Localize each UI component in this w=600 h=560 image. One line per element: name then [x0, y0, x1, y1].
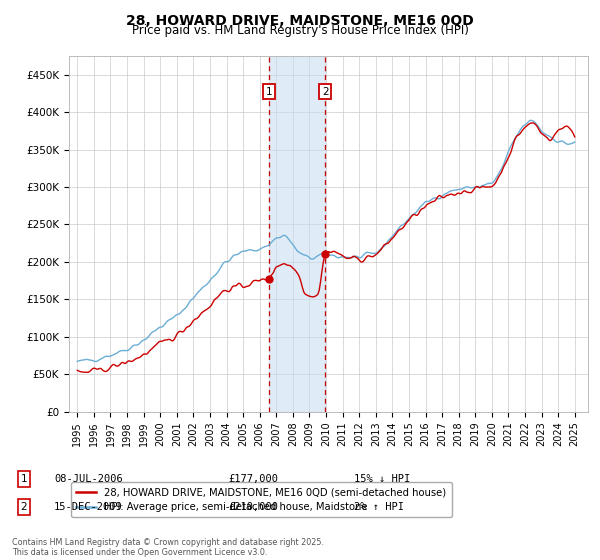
- Text: £177,000: £177,000: [228, 474, 278, 484]
- Text: 15-DEC-2009: 15-DEC-2009: [54, 502, 123, 512]
- Legend: 28, HOWARD DRIVE, MAIDSTONE, ME16 0QD (semi-detached house), HPI: Average price,: 28, HOWARD DRIVE, MAIDSTONE, ME16 0QD (s…: [71, 482, 452, 517]
- Text: 1: 1: [265, 87, 272, 96]
- Text: 2% ↑ HPI: 2% ↑ HPI: [354, 502, 404, 512]
- Text: 15% ↓ HPI: 15% ↓ HPI: [354, 474, 410, 484]
- Text: 1: 1: [20, 474, 28, 484]
- Text: Contains HM Land Registry data © Crown copyright and database right 2025.
This d: Contains HM Land Registry data © Crown c…: [12, 538, 324, 557]
- Text: 08-JUL-2006: 08-JUL-2006: [54, 474, 123, 484]
- Bar: [269, 56, 325, 412]
- Text: 2: 2: [20, 502, 28, 512]
- Text: 2: 2: [322, 87, 329, 96]
- Text: 28, HOWARD DRIVE, MAIDSTONE, ME16 0QD: 28, HOWARD DRIVE, MAIDSTONE, ME16 0QD: [126, 14, 474, 28]
- Text: £210,000: £210,000: [228, 502, 278, 512]
- Text: Price paid vs. HM Land Registry's House Price Index (HPI): Price paid vs. HM Land Registry's House …: [131, 24, 469, 36]
